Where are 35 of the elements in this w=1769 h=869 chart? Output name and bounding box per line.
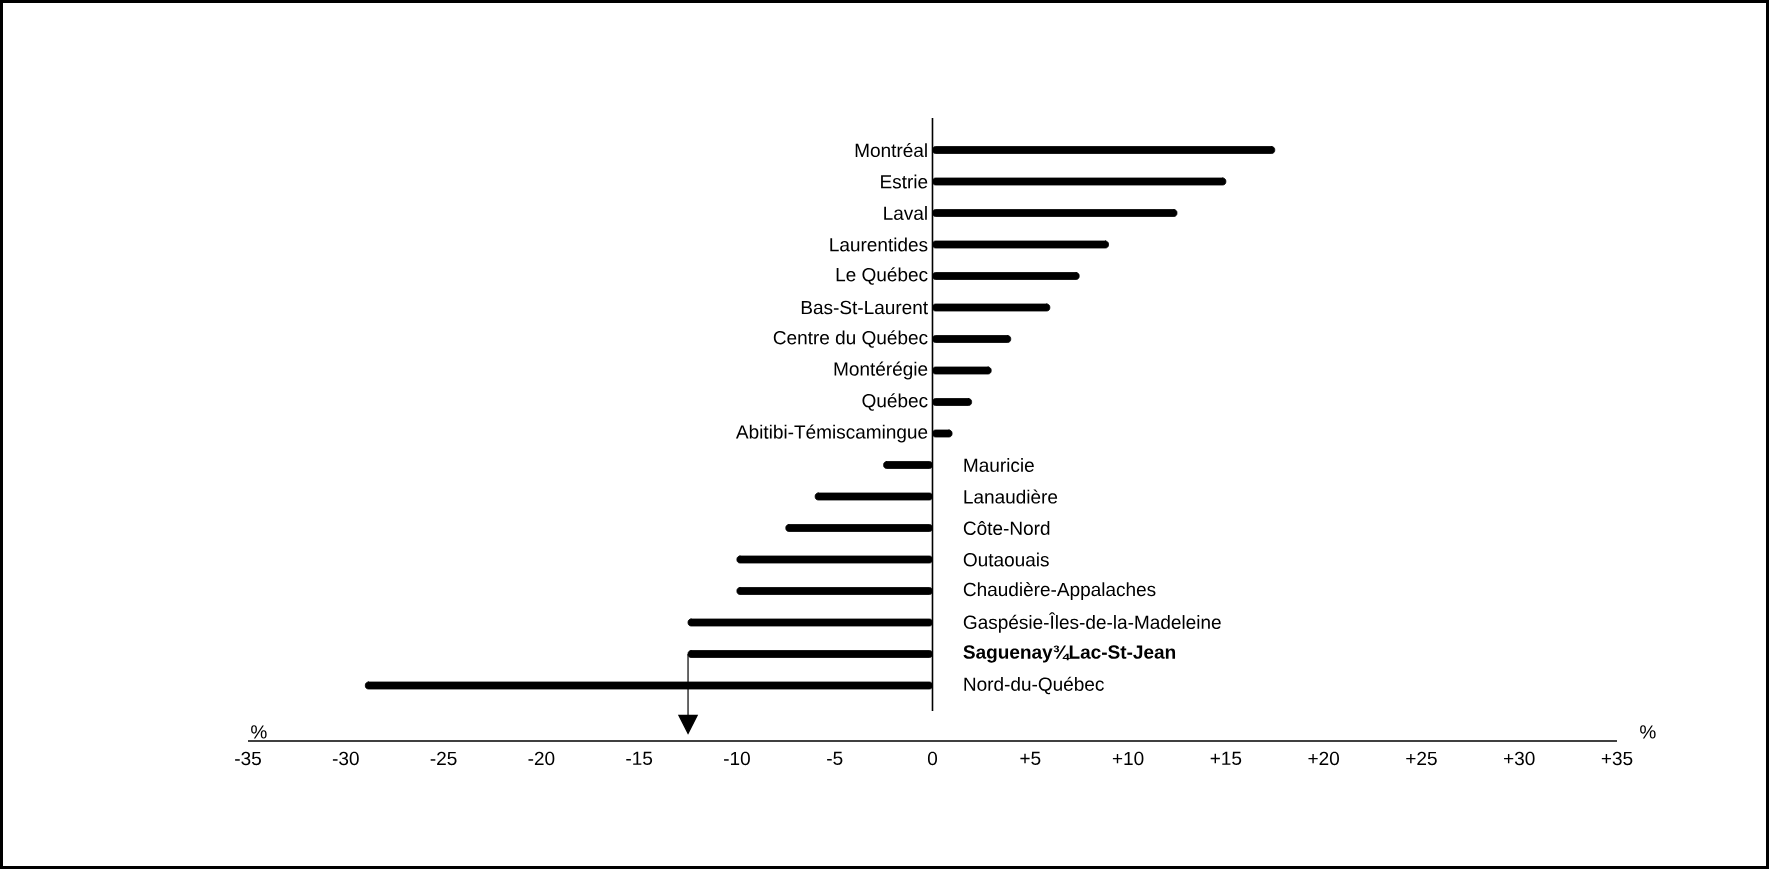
y-tick-label: Outaouais: [963, 552, 1049, 567]
x-tick-label: +35: [1601, 751, 1633, 766]
x-tick-label: -35: [235, 751, 261, 766]
y-tick-label: Montréal: [855, 142, 927, 158]
text: %: [1640, 725, 1656, 739]
x-tick-label: -5: [827, 751, 843, 765]
x-tick-label: -30: [332, 751, 359, 766]
x-tick-label: 0: [927, 751, 938, 766]
x-axis-title: %: [251, 725, 267, 739]
y-tick-label: Lanaudière: [964, 489, 1058, 504]
y-tick-label: Gaspésie-Îles-de-la-Madeleine: [963, 612, 1221, 633]
x-tick-label: +15: [1210, 751, 1242, 765]
x-tick-label: +10: [1112, 751, 1144, 766]
y-tick-label: Centre du Québec: [773, 330, 928, 348]
x-tick-label: -10: [724, 751, 750, 766]
x-tick-label: -25: [430, 751, 457, 766]
y-tick-label: Laurentides: [830, 237, 928, 252]
y-tick-label: Abitibi-Témiscamingue: [735, 424, 928, 443]
x-tick-label: +25: [1406, 751, 1437, 766]
y-tick-label: Mauricie: [964, 458, 1034, 472]
x-tick-label: +20: [1308, 751, 1339, 766]
y-tick-label: Nord-du-Québec: [964, 676, 1104, 695]
x-tick-label: -20: [528, 751, 555, 766]
y-tick-label: Côte-Nord: [963, 521, 1050, 536]
y-tick-label: Bas-St-Laurent: [801, 300, 928, 315]
x-tick-label: +5: [1020, 751, 1041, 765]
y-tick-label: Saguenay¾Lac-St-Jean: [963, 645, 1176, 663]
x-tick-label: +30: [1504, 751, 1535, 766]
y-tick-label: Québec: [862, 393, 928, 411]
y-tick-label: Estrie: [881, 174, 928, 189]
y-tick-label: Chaudière-Appalaches: [963, 582, 1156, 600]
y-tick-label: Montérégie: [834, 361, 928, 380]
y-tick-label: Le Québec: [836, 267, 928, 285]
y-tick-label: Laval: [884, 206, 927, 220]
x-tick-label: -15: [626, 751, 653, 765]
